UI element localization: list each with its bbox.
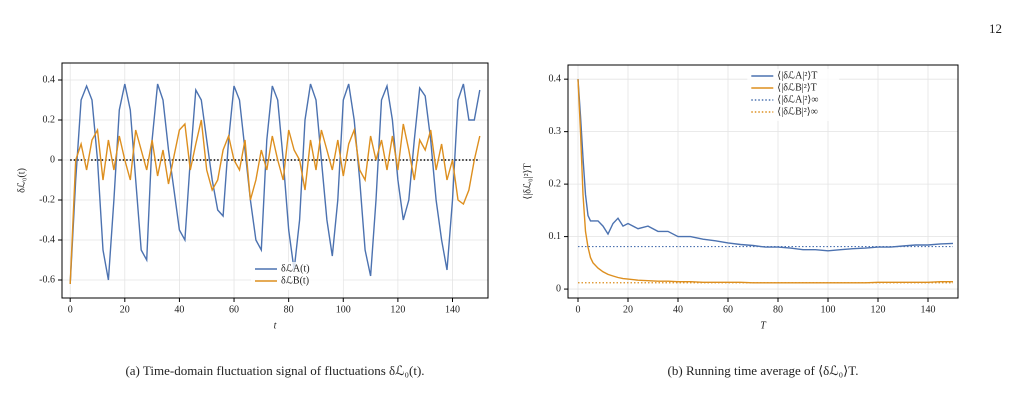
x-tick-label: 100 (821, 304, 836, 315)
y-tick-label: 0 (556, 283, 561, 294)
legend-label: ⟨|δℒB|²⟩∞ (777, 106, 818, 117)
x-tick-label: 40 (174, 304, 184, 315)
legend-label: ⟨|δℒB|²⟩T (777, 82, 817, 93)
x-tick-label: 120 (390, 304, 405, 315)
legend-label: δℒA(t) (281, 263, 310, 274)
x-tick-label: 0 (68, 304, 73, 315)
x-tick-label: 60 (723, 304, 733, 315)
x-tick-label: 120 (871, 304, 886, 315)
caption: (b) Running time average of ⟨δℒ₀⟩T. (668, 363, 859, 378)
legend-box (251, 262, 343, 290)
legend-label: δℒB(t) (281, 275, 309, 286)
x-tick-label: 80 (284, 304, 294, 315)
y-tick-label: 0.2 (43, 114, 56, 125)
y-tick-label: 0.1 (549, 231, 562, 242)
x-axis-label: T (760, 320, 767, 331)
data-line (577, 79, 954, 252)
legend-label: ⟨|δℒA|²⟩T (777, 70, 817, 81)
y-tick-label: 0 (50, 154, 55, 165)
y-tick-label: 0.2 (549, 178, 562, 189)
y-axis-label: δℒ₀(t) (16, 168, 27, 193)
plot-frame (61, 62, 489, 299)
x-tick-label: 40 (673, 304, 683, 315)
y-tick-label: -0.2 (39, 194, 55, 205)
y-tick-label: -0.6 (39, 274, 55, 285)
y-tick-label: -0.4 (39, 234, 55, 245)
y-axis-label: ⟨|δℒ₀|²⟩T (522, 163, 533, 199)
x-axis-label: t (274, 320, 277, 331)
x-tick-label: 100 (336, 304, 351, 315)
page-number: 12 (989, 21, 1002, 36)
y-tick-label: 0.3 (549, 126, 562, 137)
x-tick-label: 20 (120, 304, 130, 315)
x-tick-label: 0 (576, 304, 581, 315)
x-tick-label: 60 (229, 304, 239, 315)
y-tick-label: 0.4 (549, 73, 562, 84)
data-line (69, 119, 481, 285)
x-tick-label: 20 (623, 304, 633, 315)
x-tick-label: 140 (921, 304, 936, 315)
plot-frame (567, 64, 959, 299)
legend-label: ⟨|δℒA|²⟩∞ (777, 94, 818, 105)
data-line (69, 83, 481, 285)
x-tick-label: 140 (445, 304, 460, 315)
x-tick-label: 80 (773, 304, 783, 315)
y-tick-label: 0.4 (43, 74, 56, 85)
caption: (a) Time-domain fluctuation signal of fl… (125, 363, 424, 378)
